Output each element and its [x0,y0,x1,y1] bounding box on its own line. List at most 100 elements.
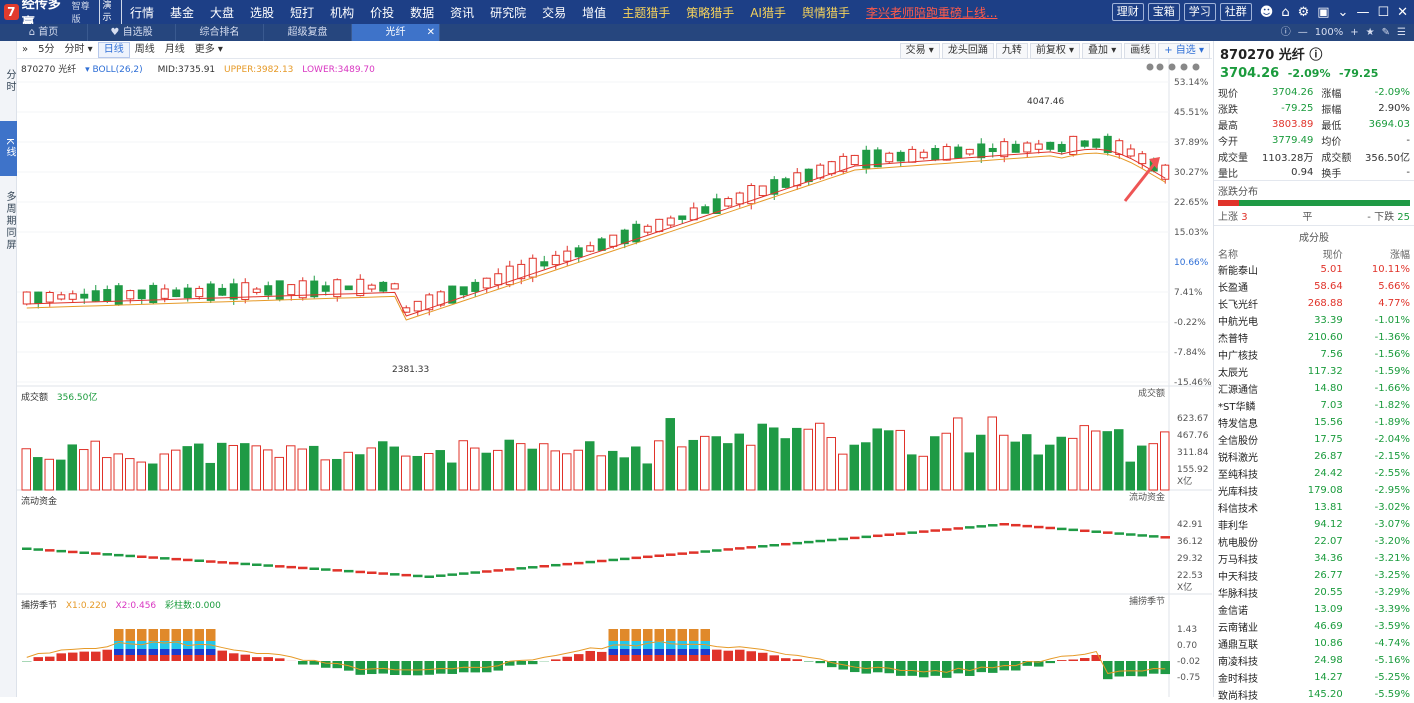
info-icon[interactable]: ⓘ [1309,48,1322,63]
menu-item-8[interactable]: 资讯 [442,4,482,21]
kline-chart-svg[interactable]: 53.14%45.51%37.89%30.27%22.65%15.03%10.6… [17,41,1212,697]
quote-label: 现价 [1214,84,1254,100]
volume-bar [632,447,641,490]
chevron-down-icon[interactable]: ⌄ [1338,5,1349,20]
left-tab-kline[interactable]: K线 [0,121,17,176]
menu-item-12[interactable]: 主题猎手 [614,4,678,21]
close-icon[interactable]: ✕ [1397,5,1408,20]
menu-item-7[interactable]: 数据 [402,4,442,21]
maximize-icon[interactable]: ☐ [1377,5,1389,20]
flow-bar [540,565,550,568]
list-icon[interactable]: ☰ [1397,24,1406,41]
minimize-icon[interactable]: — [1356,5,1369,20]
flow-bar [919,530,929,533]
stock-name: 菲利华 [1214,516,1284,533]
menu-item-14[interactable]: AI猎手 [742,4,794,21]
top-btn-xuexi[interactable]: 学习 [1184,3,1216,21]
candle-body [667,218,674,225]
menu-item-6[interactable]: 价投 [362,4,402,21]
tab-home[interactable]: ⌂ 首页 [0,24,88,41]
capture-bar [954,661,964,673]
volume-bar [229,445,238,490]
gear-icon[interactable]: ⚙ [1298,5,1310,20]
volume-bar [816,423,825,490]
capture-col-cyan [160,641,170,649]
menu-item-3[interactable]: 选股 [242,4,282,21]
menu-item-16[interactable]: 李兴老师陪跑重磅上线... [858,4,1005,21]
tab-review[interactable]: 超级复盘 [264,24,352,41]
capture-col-orange [172,629,182,641]
candle-body [679,216,686,219]
tab-close-icon[interactable]: ✕ [427,24,435,41]
menu-item-11[interactable]: 增值 [574,4,614,21]
zoom-out-icon[interactable]: — [1298,24,1308,41]
menu-item-1[interactable]: 基金 [162,4,202,21]
flow-bar [1149,535,1159,538]
tab-fiber[interactable]: 光纤✕ [352,24,440,41]
zoom-in-icon[interactable]: + [1350,24,1358,41]
stock-change: -3.07% [1347,516,1414,533]
candle-body [541,262,548,266]
menu-item-0[interactable]: 行情 [122,4,162,21]
top-btn-licai[interactable]: 理财 [1112,3,1144,21]
constituents-header[interactable]: 名称 [1214,246,1284,261]
constituents-header[interactable]: 现价 [1284,246,1347,261]
menu-item-10[interactable]: 交易 [534,4,574,21]
flow-bar [229,562,239,565]
tab-watchlist[interactable]: ♥ 自选股 [88,24,176,41]
home-icon[interactable]: ⌂ [1281,5,1289,20]
top-btn-shequn[interactable]: 社群 [1220,3,1252,21]
star-icon[interactable]: ★ [1366,24,1375,41]
candle-body [1047,142,1054,149]
menu-item-2[interactable]: 大盘 [202,4,242,21]
top-btn-baoxiang[interactable]: 宝箱 [1148,3,1180,21]
quote-label: 涨幅 [1317,84,1357,100]
menu-item-9[interactable]: 研究院 [482,4,534,21]
stock-name: 杭电股份 [1214,533,1284,550]
help-icon[interactable]: ⓘ [1281,24,1291,41]
menu-item-5[interactable]: 机构 [322,4,362,21]
volume-bar [218,443,227,490]
menu-item-15[interactable]: 舆情猎手 [794,4,858,21]
volume-bar [310,446,319,490]
flow-bar [252,564,262,567]
capture-col-blue [609,649,619,655]
constituents-header[interactable]: 涨幅 [1347,246,1414,261]
tab-ranking[interactable]: 综合排名 [176,24,264,41]
flow-bar [942,528,952,531]
menu-item-13[interactable]: 策略猎手 [678,4,742,21]
window-icon[interactable]: ▣ [1317,5,1329,20]
user-icon[interactable]: ☻ [1260,5,1274,20]
left-tab-multiperiod[interactable]: 多周期同屏 [0,176,17,266]
menu-item-4[interactable]: 短打 [282,4,322,21]
left-tab-timeshare[interactable]: 分时 [0,41,17,121]
edit-icon[interactable]: ✎ [1382,24,1390,41]
flow-bar [367,572,377,575]
